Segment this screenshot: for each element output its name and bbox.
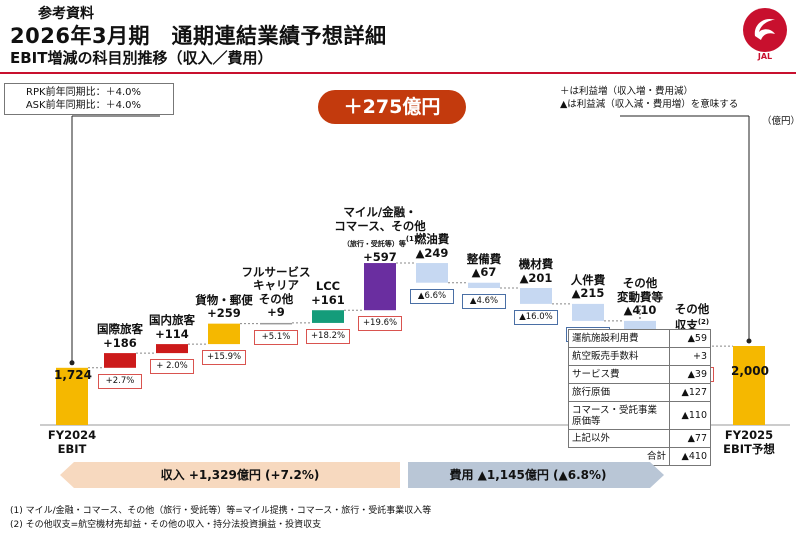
- revenue-arrow: [60, 462, 400, 488]
- start-value: 1,724: [54, 368, 92, 383]
- yoy-box-6: ▲6.6%: [410, 288, 454, 304]
- step-bar-7: [468, 282, 500, 289]
- breakdown-row-label: コマース・受託事業原価等: [568, 401, 670, 430]
- step-label-6: 燃油費 ▲249: [414, 232, 450, 260]
- yoy-box-3: +5.1%: [254, 329, 298, 345]
- page-title: 2026年3月期 通期連結業績予想詳細: [10, 24, 387, 48]
- breakdown-total-row: 合計 ▲410: [568, 447, 711, 466]
- step-bar-9: [572, 303, 604, 321]
- step-bar-8: [520, 288, 552, 304]
- breakdown-row: サービス費 ▲39: [568, 365, 711, 384]
- step-label-0: 国際旅客 +186: [97, 322, 143, 350]
- breakdown-total-value: ▲410: [669, 447, 711, 466]
- legend-plus: ＋は利益増（収入増・費用減）: [560, 86, 694, 97]
- footnote-1: (1) マイル/金融・コマース、その他（旅行・受託等）等=マイル提携・コマース・…: [10, 506, 432, 516]
- breakdown-row: 上記以外 ▲77: [568, 429, 711, 448]
- breakdown-row-value: ▲77: [669, 429, 711, 448]
- yoy-box-7: ▲4.6%: [462, 294, 506, 309]
- breakdown-row-value: ▲127: [669, 383, 711, 402]
- step-bar-5: [364, 263, 396, 311]
- start-bar: [56, 367, 88, 425]
- cost-summary: 費用 ▲1,145億円 (▲6.8%): [449, 468, 607, 482]
- breakdown-row-label: サービス費: [568, 365, 670, 384]
- yoy-box-8: ▲16.0%: [514, 309, 558, 325]
- unit-label: （億円）: [762, 116, 796, 127]
- breakdown-row-value: ▲39: [669, 365, 711, 384]
- yoy-box-2: +15.9%: [202, 350, 246, 366]
- end-marker-dot: [746, 338, 752, 344]
- step-label-5: マイル/金融・ コマース、その他 （旅行・受託等）等(1) +597: [334, 205, 426, 265]
- breakdown-row-label: 航空販売手数料: [568, 347, 670, 366]
- ask-note: ASK前年同期比：＋4.0%: [25, 100, 141, 111]
- breakdown-row: コマース・受託事業原価等 ▲110: [568, 401, 711, 430]
- breakdown-row-label: 旅行原価: [568, 383, 670, 402]
- breakdown-row-value: ▲110: [669, 401, 711, 430]
- footnote-2: (2) その他収支=航空機材売却益・その他の収入・持分法投資損益・投資収支: [10, 520, 322, 530]
- total-change-badge: ＋275億円: [318, 90, 466, 124]
- traffic-notes: RPK前年同期比：＋4.0% ASK前年同期比：＋4.0%: [4, 83, 174, 115]
- step-bar-0: [104, 353, 136, 368]
- end-bar: [733, 346, 765, 425]
- step-bar-1: [156, 344, 188, 354]
- step-bar-6: [416, 263, 448, 283]
- step-label-1: 国内旅客 +114: [149, 313, 195, 341]
- step-label-7: 整備費 ▲67: [466, 251, 502, 280]
- start-marker-dot: [69, 360, 75, 366]
- step-bar-2: [208, 323, 240, 345]
- breakdown-row: 運航施設利用費 ▲59: [568, 329, 711, 348]
- start-label: FY2024 EBIT: [47, 428, 97, 456]
- jal-crane-icon: [743, 8, 787, 52]
- logo-text: JAL: [757, 52, 773, 61]
- step-label-3: フルサービス キャリア その他 +9: [241, 264, 311, 320]
- revenue-summary: 収入 +1,329億円 (+7.2%): [160, 468, 320, 482]
- breakdown-row: 航空販売手数料 +3: [568, 347, 711, 366]
- breakdown-row-value: +3: [669, 347, 711, 366]
- step-bar-3: [260, 322, 292, 325]
- end-label: FY2025 EBIT予想: [723, 428, 775, 456]
- summary-arrows: [60, 462, 664, 488]
- cost-arrow: [408, 462, 664, 488]
- breakdown-row: 旅行原価 ▲127: [568, 383, 711, 402]
- step-label-9: 人件費 ▲215: [570, 272, 606, 301]
- step-label-2: 貨物・郵便 +259: [195, 292, 253, 321]
- header-label: 参考資料: [38, 6, 94, 22]
- rpk-note: RPK前年同期比：＋4.0%: [26, 87, 141, 98]
- breakdown-row-label: 上記以外: [568, 429, 670, 448]
- step-label-4: LCC +161: [311, 279, 345, 307]
- step-bar-4: [312, 310, 344, 323]
- breakdown-row-label: 運航施設利用費: [568, 329, 670, 348]
- header-divider: [0, 72, 796, 74]
- yoy-box-4: +18.2%: [306, 328, 350, 344]
- legend-minus: ▲は利益減（収入減・費用増）を意味する: [560, 99, 739, 110]
- yoy-box-0: +2.7%: [98, 373, 142, 389]
- breakdown-table: 運航施設利用費 ▲59 航空販売手数料 +3 サービス費 ▲39 旅行原価 ▲127 コマース・…: [568, 329, 711, 466]
- step-label-8: 機材費 ▲201: [518, 257, 554, 285]
- page-subtitle: EBIT増減の科目別推移（収入／費用）: [10, 49, 273, 67]
- breakdown-row-value: ▲59: [669, 329, 711, 348]
- yoy-box-5: +19.6%: [358, 316, 402, 332]
- end-value: 2,000: [731, 363, 769, 378]
- step-label-10: その他 変動費等 ▲410: [617, 276, 663, 318]
- yoy-box-1: + 2.0%: [150, 359, 194, 375]
